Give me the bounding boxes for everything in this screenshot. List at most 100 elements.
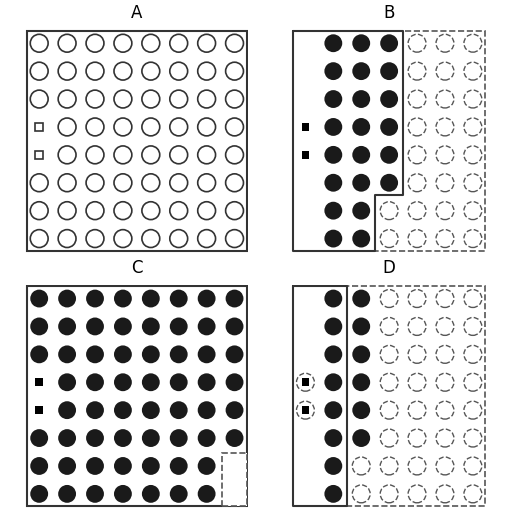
Circle shape xyxy=(170,317,188,335)
Circle shape xyxy=(170,457,188,475)
Circle shape xyxy=(226,62,244,80)
Circle shape xyxy=(170,485,188,503)
Circle shape xyxy=(380,174,398,191)
Circle shape xyxy=(226,317,244,335)
Circle shape xyxy=(58,146,76,164)
Circle shape xyxy=(325,174,342,191)
Circle shape xyxy=(380,230,398,247)
Circle shape xyxy=(86,118,104,136)
Circle shape xyxy=(464,457,482,475)
Circle shape xyxy=(436,429,454,447)
Circle shape xyxy=(142,457,160,475)
Circle shape xyxy=(226,118,244,136)
Circle shape xyxy=(408,429,426,447)
Circle shape xyxy=(58,62,76,80)
Circle shape xyxy=(464,290,482,308)
Circle shape xyxy=(436,346,454,364)
Circle shape xyxy=(114,429,132,447)
Circle shape xyxy=(436,202,454,220)
Circle shape xyxy=(408,373,426,391)
Circle shape xyxy=(198,317,216,335)
Circle shape xyxy=(58,429,76,447)
Circle shape xyxy=(170,346,188,364)
Circle shape xyxy=(58,34,76,52)
Circle shape xyxy=(408,202,426,220)
Circle shape xyxy=(198,34,216,52)
Circle shape xyxy=(142,202,160,220)
FancyBboxPatch shape xyxy=(301,406,309,414)
Circle shape xyxy=(380,457,398,475)
Circle shape xyxy=(380,90,398,108)
Circle shape xyxy=(142,62,160,80)
Circle shape xyxy=(142,429,160,447)
Circle shape xyxy=(464,230,482,247)
Circle shape xyxy=(142,174,160,191)
Circle shape xyxy=(297,373,315,391)
Circle shape xyxy=(464,146,482,164)
Circle shape xyxy=(325,202,342,220)
Circle shape xyxy=(31,62,48,80)
Circle shape xyxy=(114,34,132,52)
Circle shape xyxy=(31,230,48,247)
Circle shape xyxy=(114,146,132,164)
Title: B: B xyxy=(383,4,395,22)
Circle shape xyxy=(114,90,132,108)
Circle shape xyxy=(198,346,216,364)
Circle shape xyxy=(226,34,244,52)
Circle shape xyxy=(58,317,76,335)
Circle shape xyxy=(352,146,370,164)
Circle shape xyxy=(226,202,244,220)
Circle shape xyxy=(380,373,398,391)
Circle shape xyxy=(58,202,76,220)
Circle shape xyxy=(198,202,216,220)
Circle shape xyxy=(86,401,104,419)
Circle shape xyxy=(408,34,426,52)
FancyBboxPatch shape xyxy=(35,151,43,159)
Circle shape xyxy=(142,317,160,335)
Circle shape xyxy=(86,485,104,503)
Circle shape xyxy=(170,34,188,52)
Circle shape xyxy=(86,317,104,335)
Circle shape xyxy=(380,62,398,80)
FancyBboxPatch shape xyxy=(35,123,43,131)
Circle shape xyxy=(58,174,76,191)
Title: A: A xyxy=(131,4,143,22)
Circle shape xyxy=(114,457,132,475)
Circle shape xyxy=(142,146,160,164)
Circle shape xyxy=(380,34,398,52)
Circle shape xyxy=(380,401,398,419)
Circle shape xyxy=(170,401,188,419)
Circle shape xyxy=(198,373,216,391)
Circle shape xyxy=(408,401,426,419)
Circle shape xyxy=(86,34,104,52)
Circle shape xyxy=(58,485,76,503)
Circle shape xyxy=(58,290,76,308)
Circle shape xyxy=(31,429,48,447)
Circle shape xyxy=(226,373,244,391)
Circle shape xyxy=(325,401,342,419)
Circle shape xyxy=(352,202,370,220)
Circle shape xyxy=(436,90,454,108)
Circle shape xyxy=(436,146,454,164)
Circle shape xyxy=(170,174,188,191)
FancyBboxPatch shape xyxy=(301,378,309,386)
Circle shape xyxy=(352,290,370,308)
Circle shape xyxy=(114,202,132,220)
Circle shape xyxy=(408,62,426,80)
Circle shape xyxy=(198,174,216,191)
FancyBboxPatch shape xyxy=(222,454,247,506)
Circle shape xyxy=(142,346,160,364)
Circle shape xyxy=(58,118,76,136)
Circle shape xyxy=(170,118,188,136)
Circle shape xyxy=(352,118,370,136)
Circle shape xyxy=(325,346,342,364)
Circle shape xyxy=(352,34,370,52)
Circle shape xyxy=(86,346,104,364)
Circle shape xyxy=(198,230,216,247)
Circle shape xyxy=(380,202,398,220)
Circle shape xyxy=(464,485,482,503)
Circle shape xyxy=(142,34,160,52)
Circle shape xyxy=(436,485,454,503)
Circle shape xyxy=(142,401,160,419)
Circle shape xyxy=(408,346,426,364)
